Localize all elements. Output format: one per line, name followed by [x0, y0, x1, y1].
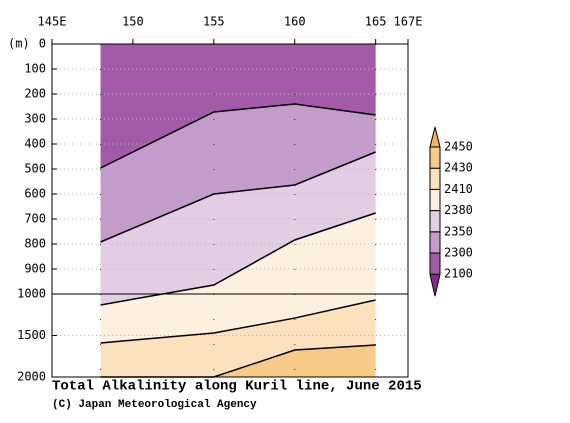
colorbar-box — [429, 252, 441, 275]
band — [100, 299, 376, 377]
plot-frame — [51, 43, 409, 378]
y-tick-label: 400 — [24, 137, 46, 151]
y-tick-label: 0 — [39, 37, 46, 51]
y-tick-label: 2000 — [17, 370, 46, 384]
y-tick-label: 200 — [24, 87, 46, 101]
y-tick-label: 800 — [24, 237, 46, 251]
contour-line — [100, 103, 376, 169]
x-tick-label: 155 — [203, 15, 225, 29]
colorbar-box — [429, 167, 441, 190]
chart-title: Total Alkalinity along Kuril line, June … — [52, 379, 422, 395]
band — [100, 152, 376, 305]
x-tick-label: 160 — [284, 15, 306, 29]
band — [100, 104, 376, 242]
colorbar-label: 2430 — [444, 161, 473, 175]
colorbar-box — [429, 188, 441, 212]
contour-line — [100, 299, 376, 344]
colorbar-label: 2350 — [444, 224, 473, 238]
colorbar-label: 2410 — [444, 182, 473, 196]
y-tick-label: 1000 — [17, 287, 46, 301]
band — [100, 345, 376, 377]
colorbar-label: 2300 — [444, 246, 473, 260]
y-axis-label: (m) — [8, 37, 30, 51]
credit: (C) Japan Meteorological Agency — [52, 399, 257, 411]
x-tick-label: 165 — [365, 15, 387, 29]
colorbar-label: 2450 — [444, 140, 473, 154]
band — [100, 213, 376, 343]
x-tick-label: 167E — [394, 15, 423, 29]
contour-line — [100, 212, 376, 306]
y-tick-label: 1500 — [17, 328, 46, 342]
contour-line — [100, 151, 376, 243]
colorbar-box — [429, 146, 441, 169]
y-tick-label: 900 — [24, 262, 46, 276]
colorbar-box — [429, 210, 441, 233]
colorbar-label: 2380 — [444, 203, 473, 217]
y-tick-label: 300 — [24, 112, 46, 126]
colorbar-cap — [429, 126, 441, 148]
y-tick-label: 100 — [24, 62, 46, 76]
band — [100, 44, 376, 168]
colorbar-cap — [429, 273, 441, 297]
x-tick-label: 145E — [38, 15, 67, 29]
y-tick-label: 600 — [24, 187, 46, 201]
x-tick-label: 150 — [122, 15, 144, 29]
colorbar-box — [429, 231, 441, 254]
y-tick-label: 700 — [24, 212, 46, 226]
y-tick-label: 500 — [24, 162, 46, 176]
colorbar-label: 2100 — [444, 267, 473, 281]
